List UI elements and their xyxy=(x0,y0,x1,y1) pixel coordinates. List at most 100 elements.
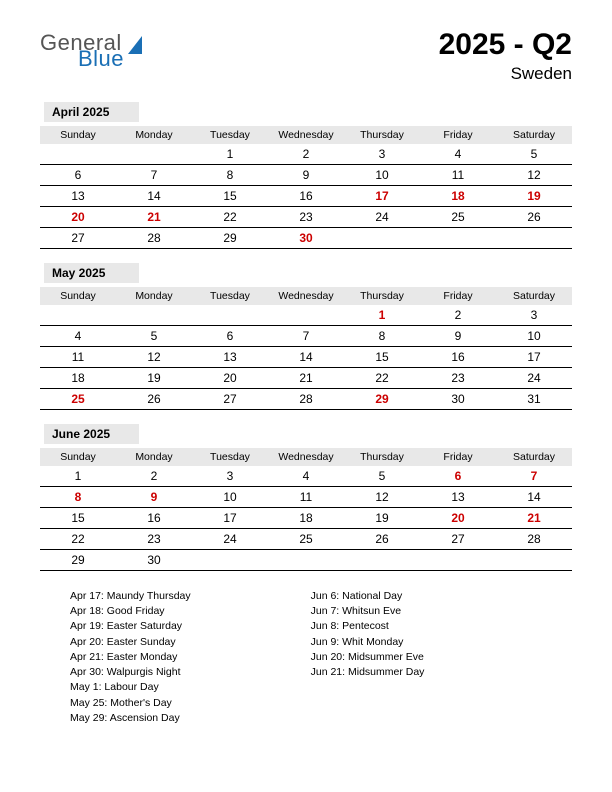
weekday-header: Thursday xyxy=(344,287,420,305)
calendar-cell xyxy=(116,305,192,326)
calendar-cell: 30 xyxy=(116,550,192,571)
calendar-cell xyxy=(40,305,116,326)
calendar-cell: 22 xyxy=(344,368,420,389)
weekday-header: Friday xyxy=(420,287,496,305)
calendar-cell: 23 xyxy=(268,207,344,228)
calendar-cell: 28 xyxy=(268,389,344,410)
calendar-cell xyxy=(344,550,420,571)
month-block: April 2025SundayMondayTuesdayWednesdayTh… xyxy=(40,102,572,249)
month-label: June 2025 xyxy=(44,424,139,444)
calendar-cell: 8 xyxy=(40,487,116,508)
calendar-cell: 27 xyxy=(420,529,496,550)
calendar-row: 11121314151617 xyxy=(40,347,572,368)
calendar-cell: 14 xyxy=(268,347,344,368)
calendar-cell: 28 xyxy=(496,529,572,550)
calendar-cell xyxy=(496,550,572,571)
calendar-cell: 25 xyxy=(420,207,496,228)
calendar-cell: 12 xyxy=(344,487,420,508)
calendar-cell: 12 xyxy=(496,165,572,186)
holiday-entry: Jun 20: Midsummer Eve xyxy=(311,650,425,665)
page-subtitle: Sweden xyxy=(439,64,572,84)
holiday-entry: May 25: Mother's Day xyxy=(70,696,191,711)
month-block: May 2025SundayMondayTuesdayWednesdayThur… xyxy=(40,263,572,410)
calendar-cell: 7 xyxy=(496,466,572,487)
calendar-row: 13141516171819 xyxy=(40,186,572,207)
calendar-cell xyxy=(40,144,116,165)
holiday-entry: Apr 19: Easter Saturday xyxy=(70,619,191,634)
calendar-cell: 11 xyxy=(40,347,116,368)
calendar-cell: 1 xyxy=(40,466,116,487)
calendar-cell: 13 xyxy=(420,487,496,508)
weekday-header: Saturday xyxy=(496,126,572,144)
calendar-cell: 10 xyxy=(496,326,572,347)
calendar-cell: 19 xyxy=(116,368,192,389)
calendar-cell: 17 xyxy=(496,347,572,368)
page-title: 2025 - Q2 xyxy=(439,28,572,62)
calendar-cell: 2 xyxy=(268,144,344,165)
weekday-header: Saturday xyxy=(496,287,572,305)
calendar-cell: 30 xyxy=(268,228,344,249)
holiday-entry: Apr 17: Maundy Thursday xyxy=(70,589,191,604)
weekday-header: Sunday xyxy=(40,287,116,305)
calendar-cell: 23 xyxy=(420,368,496,389)
calendar-cell: 20 xyxy=(420,508,496,529)
calendar-row: 6789101112 xyxy=(40,165,572,186)
weekday-header: Tuesday xyxy=(192,448,268,466)
calendar-cell: 7 xyxy=(116,165,192,186)
calendar-cell xyxy=(268,550,344,571)
calendar-cell: 2 xyxy=(116,466,192,487)
calendar-cell: 16 xyxy=(268,186,344,207)
weekday-header: Monday xyxy=(116,448,192,466)
calendar-cell xyxy=(192,550,268,571)
calendar-cell: 24 xyxy=(344,207,420,228)
calendar-row: 2930 xyxy=(40,550,572,571)
calendar-cell: 20 xyxy=(40,207,116,228)
calendar-cell: 1 xyxy=(192,144,268,165)
calendar-table: SundayMondayTuesdayWednesdayThursdayFrid… xyxy=(40,126,572,249)
calendar-cell xyxy=(420,550,496,571)
calendar-cell: 1 xyxy=(344,305,420,326)
weekday-header: Sunday xyxy=(40,448,116,466)
calendar-cell: 24 xyxy=(192,529,268,550)
calendar-cell: 31 xyxy=(496,389,572,410)
calendar-cell: 21 xyxy=(116,207,192,228)
calendar-cell: 25 xyxy=(268,529,344,550)
calendar-cell: 5 xyxy=(496,144,572,165)
calendar-cell: 2 xyxy=(420,305,496,326)
weekday-header: Monday xyxy=(116,287,192,305)
weekday-header: Wednesday xyxy=(268,126,344,144)
calendar-cell: 26 xyxy=(116,389,192,410)
calendar-row: 22232425262728 xyxy=(40,529,572,550)
calendar-cell: 8 xyxy=(344,326,420,347)
calendar-row: 27282930 xyxy=(40,228,572,249)
calendar-cell: 14 xyxy=(496,487,572,508)
calendar-cell: 4 xyxy=(40,326,116,347)
holidays-list: Apr 17: Maundy ThursdayApr 18: Good Frid… xyxy=(40,589,572,726)
holiday-entry: Jun 21: Midsummer Day xyxy=(311,665,425,680)
calendar-cell: 14 xyxy=(116,186,192,207)
header: General Blue 2025 - Q2 Sweden xyxy=(40,28,572,84)
calendar-row: 12345 xyxy=(40,144,572,165)
calendar-cell: 17 xyxy=(344,186,420,207)
calendar-cell: 26 xyxy=(496,207,572,228)
weekday-header: Monday xyxy=(116,126,192,144)
calendar-cell: 6 xyxy=(192,326,268,347)
calendar-cell: 6 xyxy=(420,466,496,487)
calendar-cell: 11 xyxy=(420,165,496,186)
month-block: June 2025SundayMondayTuesdayWednesdayThu… xyxy=(40,424,572,571)
calendar-cell: 5 xyxy=(116,326,192,347)
month-label: May 2025 xyxy=(44,263,139,283)
calendar-cell xyxy=(344,228,420,249)
calendar-cell: 13 xyxy=(40,186,116,207)
calendar-cell: 16 xyxy=(116,508,192,529)
calendar-cell: 10 xyxy=(192,487,268,508)
calendar-cell xyxy=(192,305,268,326)
holiday-entry: Apr 30: Walpurgis Night xyxy=(70,665,191,680)
calendar-cell: 3 xyxy=(496,305,572,326)
calendar-row: 891011121314 xyxy=(40,487,572,508)
weekday-header: Tuesday xyxy=(192,126,268,144)
calendar-cell xyxy=(268,305,344,326)
calendar-cell: 11 xyxy=(268,487,344,508)
calendar-cell: 19 xyxy=(496,186,572,207)
calendar-row: 15161718192021 xyxy=(40,508,572,529)
